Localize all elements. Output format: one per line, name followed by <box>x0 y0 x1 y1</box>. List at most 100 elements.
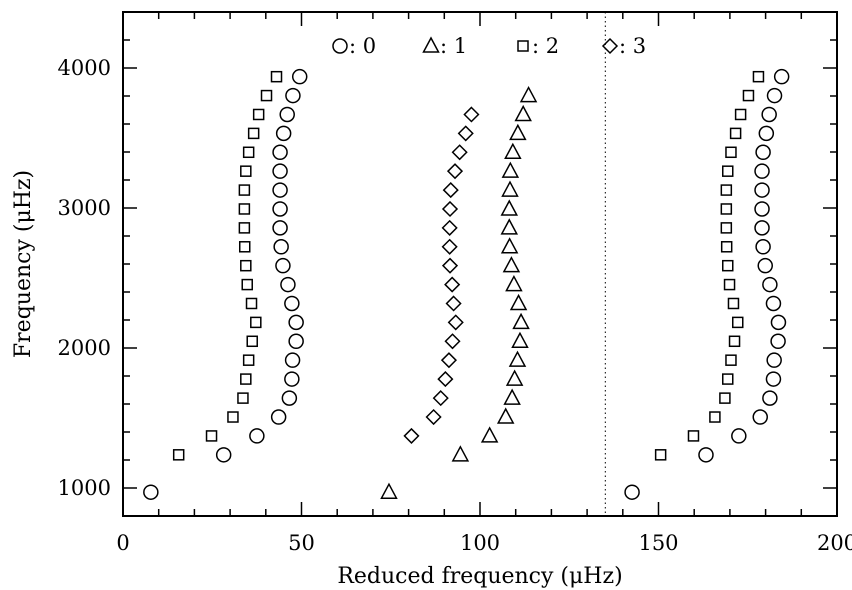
circle-data-point <box>284 371 300 387</box>
series-1 <box>380 85 538 499</box>
square-data-point <box>246 335 258 348</box>
square-data-point <box>732 316 744 329</box>
legend-square-marker <box>517 40 529 52</box>
diamond-data-point <box>446 163 464 180</box>
square-data-point <box>722 373 734 385</box>
diamond-data-point <box>457 125 474 142</box>
square-data-point <box>227 411 239 423</box>
x-tick-label: 50 <box>288 531 315 555</box>
circle-data-point <box>755 239 771 255</box>
legend-triangle-marker <box>422 36 440 53</box>
circle-data-point <box>731 428 747 444</box>
square-data-point <box>722 259 734 272</box>
legend-item: : 1 <box>422 34 467 58</box>
circle-data-point <box>765 371 782 387</box>
triangle-data-point <box>501 180 519 197</box>
x-axis-title: Reduced frequency (μHz) <box>337 564 622 589</box>
circle-data-point <box>766 87 783 104</box>
circle-data-point <box>758 125 775 142</box>
legend-diamond-marker <box>601 37 619 55</box>
diamond-data-point <box>463 106 480 123</box>
circle-data-point <box>249 428 265 444</box>
triangle-data-point <box>509 293 528 311</box>
y-axis-title: Frequency (μHz) <box>11 170 36 358</box>
y-tick-label: 3000 <box>58 196 111 220</box>
square-data-point <box>238 203 251 215</box>
circle-data-point <box>770 333 786 350</box>
legend-circle-marker <box>332 38 348 54</box>
series-2 <box>172 70 283 461</box>
circle-data-point <box>272 144 288 161</box>
triangle-data-point <box>501 161 520 178</box>
diamond-data-point <box>442 182 459 199</box>
square-data-point <box>728 335 741 348</box>
diamond-data-point <box>441 219 458 236</box>
series-0 <box>143 68 308 500</box>
x-tick-label: 200 <box>817 531 852 555</box>
diamond-data-point <box>440 352 458 369</box>
circle-data-point <box>762 390 778 406</box>
square-data-point <box>242 146 255 159</box>
x-tick-label: 100 <box>460 531 500 555</box>
x-tick-label: 150 <box>638 531 678 555</box>
diamond-data-point <box>437 371 454 388</box>
circle-data-point <box>275 257 291 274</box>
diamond-data-point <box>425 408 442 426</box>
square-data-point <box>709 411 721 423</box>
circle-data-point <box>752 409 768 425</box>
legend-label: : 3 <box>619 34 646 58</box>
circle-data-point <box>280 276 296 293</box>
diamond-data-point <box>444 333 461 350</box>
circle-data-point <box>766 352 782 368</box>
square-data-point <box>240 165 252 177</box>
triangle-data-point <box>380 482 398 499</box>
circle-data-point <box>270 409 287 425</box>
triangle-data-point <box>505 369 524 386</box>
x-tick-label: 0 <box>116 531 129 555</box>
circle-data-point <box>272 163 288 179</box>
circle-data-point <box>272 201 288 217</box>
circle-data-point <box>765 295 782 312</box>
triangle-data-point <box>505 274 523 292</box>
circle-data-point <box>281 390 298 406</box>
circle-data-point <box>284 352 301 368</box>
circle-data-point <box>288 333 304 350</box>
circle-data-point <box>754 163 770 179</box>
series-3 <box>403 106 480 444</box>
square-data-point <box>260 89 273 102</box>
diamond-data-point <box>451 144 468 161</box>
triangle-data-point <box>511 331 529 349</box>
y-tick-label: 1000 <box>58 476 111 500</box>
square-data-point <box>719 392 731 404</box>
triangle-data-point <box>496 407 515 424</box>
diamond-data-point <box>447 314 464 331</box>
diamond-data-point <box>441 257 459 274</box>
square-data-point <box>252 108 265 121</box>
square-data-point <box>720 222 733 234</box>
square-data-point <box>720 203 733 215</box>
square-data-point <box>240 259 252 272</box>
plot-frame <box>122 11 838 517</box>
square-data-point <box>172 449 185 461</box>
diamond-data-point <box>445 295 462 312</box>
square-data-point <box>734 108 747 121</box>
circle-data-point <box>279 106 295 123</box>
triangle-data-point <box>519 85 538 103</box>
square-data-point <box>720 241 733 253</box>
series-4 <box>624 68 790 500</box>
triangle-data-point <box>509 123 527 141</box>
square-data-point <box>729 127 742 140</box>
axis-labels: Reduced frequency (μHz) Frequency (μHz) <box>11 170 623 589</box>
series-5 <box>654 70 765 461</box>
square-data-point <box>247 127 260 140</box>
circle-data-point <box>284 295 300 312</box>
circle-data-point <box>272 182 288 198</box>
square-data-point <box>720 184 733 196</box>
diamond-data-point <box>444 276 461 293</box>
circle-data-point <box>273 239 289 255</box>
diamond-data-point <box>441 238 458 255</box>
circle-data-point <box>754 201 770 217</box>
triangle-data-point <box>500 199 519 216</box>
